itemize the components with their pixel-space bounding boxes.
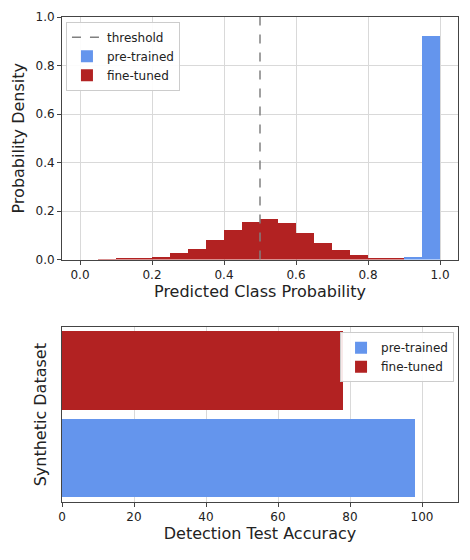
svg-text:Predicted Class Probability: Predicted Class Probability [154, 282, 366, 301]
svg-text:threshold: threshold [107, 31, 164, 45]
svg-text:0.0: 0.0 [36, 253, 55, 267]
svg-text:40: 40 [198, 510, 213, 524]
svg-text:0.8: 0.8 [36, 59, 55, 73]
svg-text:20: 20 [126, 510, 141, 524]
svg-text:fine-tuned: fine-tuned [381, 360, 443, 374]
svg-text:1.0: 1.0 [36, 10, 55, 24]
svg-text:0.6: 0.6 [36, 107, 55, 121]
svg-text:Detection Test Accuracy: Detection Test Accuracy [164, 524, 356, 543]
svg-text:0.4: 0.4 [214, 268, 233, 282]
svg-text:1.0: 1.0 [430, 268, 449, 282]
svg-text:0: 0 [58, 510, 66, 524]
svg-text:0.0: 0.0 [70, 268, 89, 282]
svg-text:Probability Density: Probability Density [9, 63, 28, 214]
svg-text:pre-trained: pre-trained [107, 50, 174, 64]
svg-text:0.2: 0.2 [36, 204, 55, 218]
svg-text:0.2: 0.2 [142, 268, 161, 282]
svg-text:0.8: 0.8 [358, 268, 377, 282]
svg-text:Synthetic Dataset: Synthetic Dataset [31, 343, 50, 486]
svg-text:0.4: 0.4 [36, 156, 55, 170]
svg-text:fine-tuned: fine-tuned [107, 69, 169, 83]
svg-text:60: 60 [270, 510, 285, 524]
svg-text:100: 100 [411, 510, 434, 524]
svg-text:0.6: 0.6 [286, 268, 305, 282]
svg-text:pre-trained: pre-trained [381, 341, 448, 355]
svg-text:80: 80 [342, 510, 357, 524]
